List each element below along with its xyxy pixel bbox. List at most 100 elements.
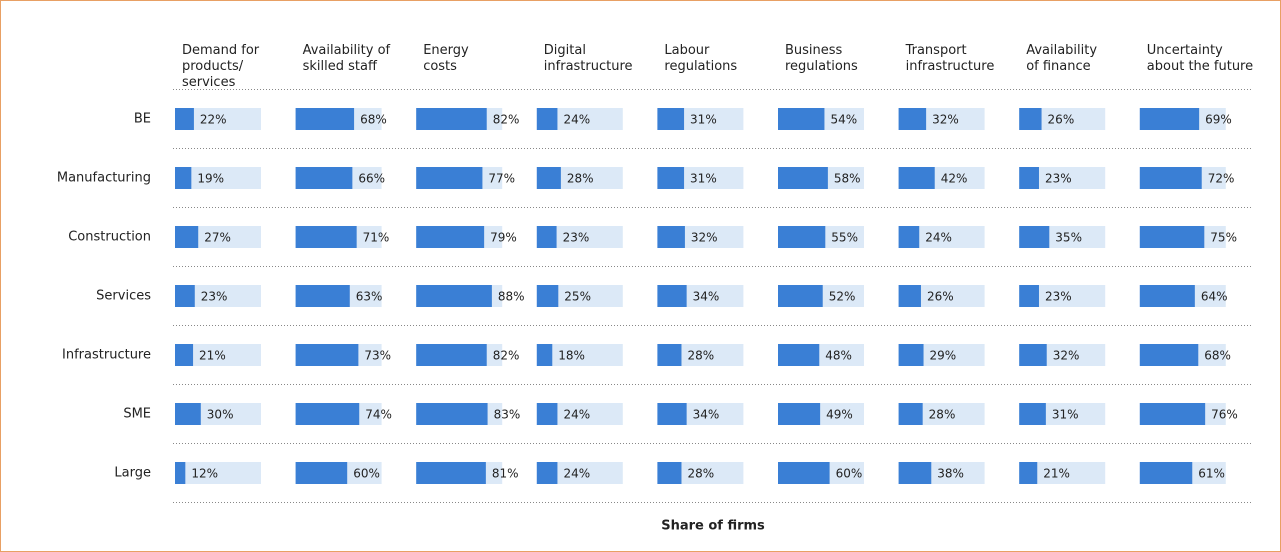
value-label: 60% [836,467,863,481]
bar [1139,462,1193,484]
bar [657,403,687,425]
value-label: 66% [358,172,385,186]
bar [536,285,559,307]
x-axis-label: Share of firms [661,519,765,534]
bar [536,108,558,130]
value-label: 68% [1204,349,1231,363]
value-label: 28% [687,349,714,363]
bar [657,108,685,130]
bar-track [1019,285,1106,307]
bar [536,344,553,366]
value-label: 31% [690,172,717,186]
bar [778,285,823,307]
value-label: 23% [201,290,228,304]
value-label: 21% [1043,467,1070,481]
bar [1019,108,1042,130]
bar [1139,108,1200,130]
value-label: 32% [1053,349,1080,363]
value-label: 32% [932,113,959,127]
bar [295,344,359,366]
value-label: 64% [1201,290,1228,304]
value-label: 38% [937,467,964,481]
value-label: 31% [1052,408,1079,422]
value-label: 25% [564,290,591,304]
value-label: 68% [360,113,387,127]
bar [175,167,192,189]
value-label: 74% [365,408,392,422]
bar [416,226,485,248]
bar [416,462,486,484]
value-label: 26% [1048,113,1075,127]
row-label: Services [96,289,151,304]
bar [175,462,186,484]
bar-track [536,344,623,366]
row-label: Manufacturing [57,171,151,186]
column-header: Availability of finance [1026,43,1098,74]
value-label: 32% [691,231,718,245]
value-label: 83% [494,408,521,422]
bar [1139,285,1195,307]
bar [778,167,828,189]
value-label: 54% [830,113,857,127]
value-label: 22% [200,113,227,127]
bar [175,403,201,425]
value-label: 29% [930,349,957,363]
bar [416,344,487,366]
value-label: 72% [1208,172,1235,186]
value-label: 18% [558,349,585,363]
bar [1139,226,1205,248]
column-header: Energy costs [423,43,469,74]
value-label: 24% [563,408,590,422]
bar-track [536,462,623,484]
bar-track [175,462,261,484]
bar [295,462,348,484]
bar [175,344,194,366]
bar [898,403,923,425]
bar [657,285,687,307]
bar [416,285,492,307]
bar [536,403,558,425]
bar [1019,167,1039,189]
bar-track [536,403,623,425]
value-label: 12% [191,467,218,481]
value-label: 19% [197,172,224,186]
bar [778,462,830,484]
bar [778,226,826,248]
bar [536,226,557,248]
bar-track [175,108,261,130]
value-label: 76% [1211,408,1238,422]
value-label: 23% [1045,172,1072,186]
bar [175,226,199,248]
row-label: SME [123,407,151,422]
value-label: 48% [825,349,852,363]
bar-track [1019,167,1106,189]
row-label: Large [114,466,151,481]
row-label: Construction [68,230,151,245]
column-header: Transport infrastructure [905,43,995,74]
value-label: 31% [690,113,717,127]
bar [536,462,558,484]
bar [778,344,820,366]
value-label: 42% [941,172,968,186]
value-label: 26% [927,290,954,304]
row-label: BE [134,112,151,127]
value-label: 23% [563,231,590,245]
bar [657,344,682,366]
bar [416,403,488,425]
bar [898,108,927,130]
bar [778,403,821,425]
value-label: 77% [488,172,515,186]
row-label: Infrastructure [62,348,151,363]
column-header: Uncertainty about the future [1146,43,1254,74]
bar-track [898,226,985,248]
value-label: 73% [364,349,391,363]
bar [536,167,561,189]
column-header: Business regulations [785,43,858,74]
value-label: 82% [493,113,520,127]
bar [1019,403,1046,425]
bar [295,108,355,130]
bar [1019,344,1047,366]
value-label: 28% [567,172,594,186]
value-label: 21% [199,349,226,363]
